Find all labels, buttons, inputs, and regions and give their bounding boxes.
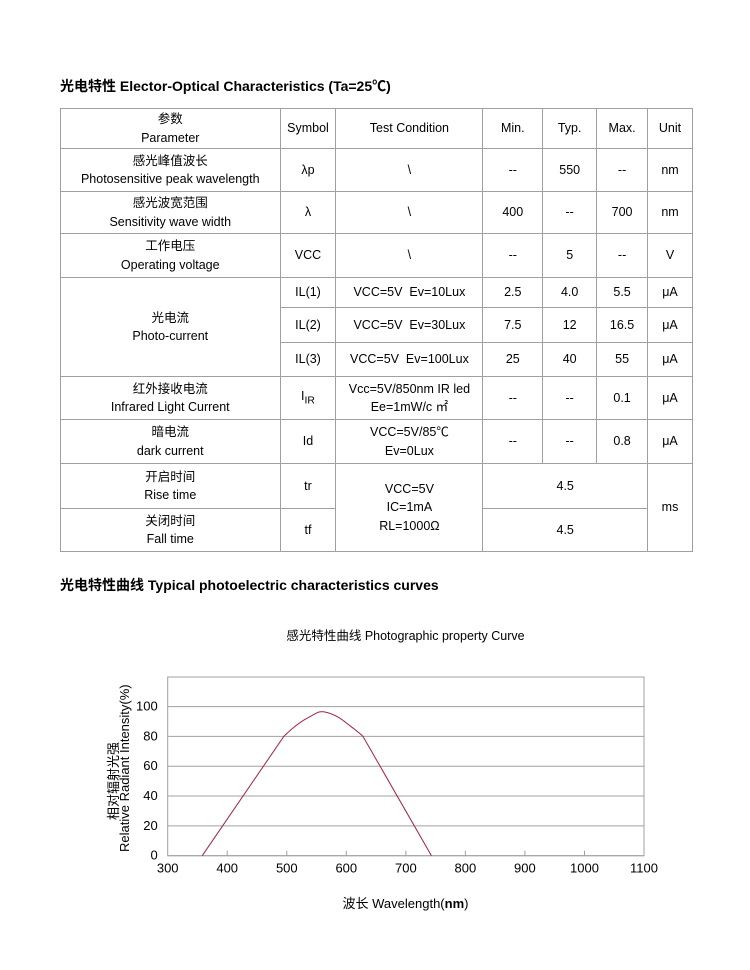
- svg-text:20: 20: [143, 818, 157, 833]
- svg-text:80: 80: [143, 728, 157, 743]
- svg-text:60: 60: [143, 758, 157, 773]
- svg-text:900: 900: [514, 861, 536, 876]
- svg-text:300: 300: [157, 861, 179, 876]
- svg-text:400: 400: [216, 861, 238, 876]
- svg-text:600: 600: [335, 861, 357, 876]
- svg-text:800: 800: [455, 861, 477, 876]
- svg-text:1100: 1100: [630, 861, 658, 876]
- svg-text:1000: 1000: [570, 861, 599, 876]
- svg-text:40: 40: [143, 788, 157, 803]
- svg-text:100: 100: [136, 699, 158, 714]
- svg-text:700: 700: [395, 861, 417, 876]
- svg-text:500: 500: [276, 861, 298, 876]
